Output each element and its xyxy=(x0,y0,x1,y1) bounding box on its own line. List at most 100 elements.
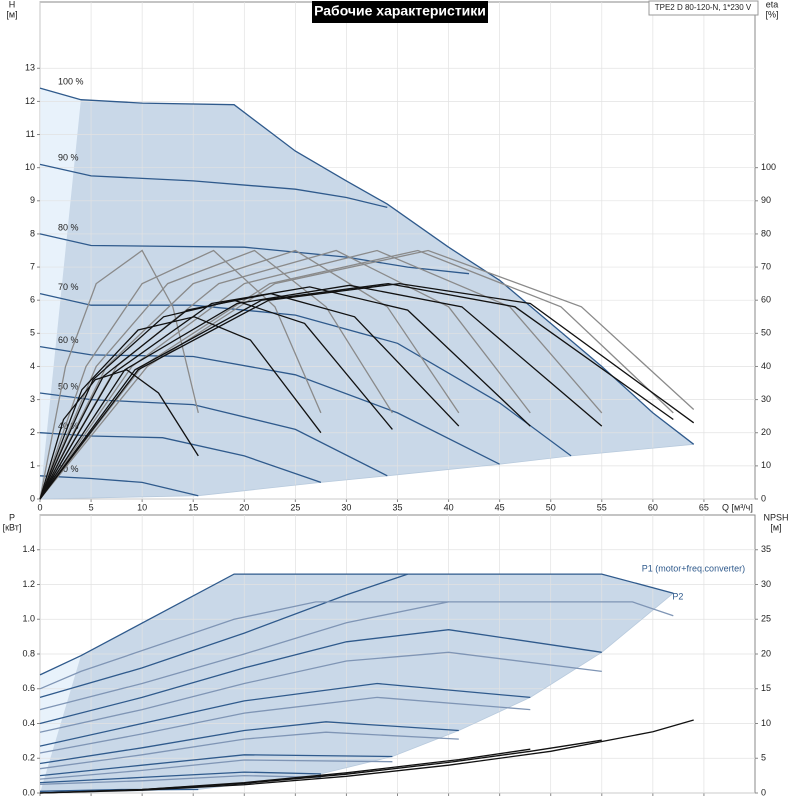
curve-label: 90 % xyxy=(58,153,79,163)
x-tick-label: 40 xyxy=(444,502,454,512)
curve-label: P2 xyxy=(672,591,683,601)
y-tick-label: 1.0 xyxy=(22,614,35,624)
y2-tick-label: 90 xyxy=(761,195,771,205)
curve xyxy=(39,719,694,794)
y-tick-label: 3 xyxy=(30,394,35,404)
y-tick-label: 8 xyxy=(30,228,35,238)
y-tick-label: 0.4 xyxy=(22,718,35,728)
y-tick-label: 0.2 xyxy=(22,753,35,763)
curve xyxy=(39,316,322,500)
y-tick-label: 13 xyxy=(25,63,35,73)
y-tick-label: 12 xyxy=(25,96,35,106)
curve xyxy=(39,163,388,209)
y2-tick-label: 80 xyxy=(761,228,771,238)
y-axis-label: H xyxy=(9,0,16,9)
curve xyxy=(39,249,603,500)
y2-tick-label: 35 xyxy=(761,544,771,554)
y-axis-unit: [кВт] xyxy=(3,522,22,532)
curve xyxy=(39,682,531,747)
curve xyxy=(39,721,459,765)
x-tick-label: 55 xyxy=(597,502,607,512)
plots: 0 5 10 15 20 25 30 35 40 45 50 55 60 6501234567891011… xyxy=(22,1,776,797)
y2-tick-label: 10 xyxy=(761,718,771,728)
x-tick-label: 45 xyxy=(495,502,505,512)
curve xyxy=(39,573,408,699)
x-tick-label: 35 xyxy=(392,502,402,512)
y2-tick-label: 0 xyxy=(761,787,766,797)
operating-range xyxy=(40,99,694,499)
x-tick-label: 15 xyxy=(188,502,198,512)
curve-label: 20 % xyxy=(58,464,79,474)
curve xyxy=(39,629,602,725)
curve xyxy=(39,282,695,500)
y2-tick-label: 50 xyxy=(761,328,771,338)
x-tick-label: 20 xyxy=(239,502,249,512)
y2-tick-label: 20 xyxy=(761,427,771,437)
curve xyxy=(39,249,460,500)
y2-axis-unit: [м] xyxy=(770,522,781,532)
y2-tick-label: 30 xyxy=(761,394,771,404)
curve xyxy=(39,696,531,754)
y2-tick-label: 20 xyxy=(761,648,771,658)
curve xyxy=(39,651,602,733)
y2-tick-label: 70 xyxy=(761,261,771,271)
y-axis-label: P xyxy=(9,512,15,522)
curve xyxy=(39,748,531,794)
curve xyxy=(39,249,393,500)
y-tick-label: 0 xyxy=(30,493,35,503)
x-tick-label: 65 xyxy=(699,502,709,512)
curve xyxy=(39,249,695,500)
y2-tick-label: 100 xyxy=(761,162,776,172)
x-tick-label: 0 xyxy=(37,502,42,512)
y2-tick-label: 60 xyxy=(761,295,771,305)
curve xyxy=(39,475,199,497)
curve xyxy=(39,573,674,676)
y2-axis-label: NPSH xyxy=(763,512,788,522)
curve xyxy=(39,345,500,465)
model-box xyxy=(648,0,759,16)
title-box xyxy=(312,1,488,23)
y2-tick-label: 15 xyxy=(761,683,771,693)
curve-label: 50 % xyxy=(58,381,79,391)
curve xyxy=(39,286,531,500)
curve-label: P1 (motor+freq.converter) xyxy=(642,563,745,573)
curve xyxy=(39,249,674,500)
curve xyxy=(39,432,322,484)
y-tick-label: 1.2 xyxy=(22,579,35,589)
x-tick-label: 10 xyxy=(137,502,147,512)
curve xyxy=(39,759,393,780)
curve xyxy=(39,87,695,445)
y2-tick-label: 25 xyxy=(761,614,771,624)
curve xyxy=(39,299,393,500)
curve xyxy=(39,249,199,500)
curve xyxy=(39,731,459,770)
x-axis-label: Q [м³/ч] xyxy=(722,502,753,512)
x-tick-label: 50 xyxy=(546,502,556,512)
curve xyxy=(39,392,388,477)
y-tick-label: 4 xyxy=(30,361,35,371)
curve-label: 70 % xyxy=(58,282,79,292)
curve xyxy=(39,292,572,457)
x-tick-label: 60 xyxy=(648,502,658,512)
y-tick-label: 0.8 xyxy=(22,648,35,658)
operating-range-edge xyxy=(39,592,674,794)
y-tick-label: 9 xyxy=(30,195,35,205)
y2-tick-label: 10 xyxy=(761,460,771,470)
curve xyxy=(39,369,199,500)
y2-tick-label: 40 xyxy=(761,361,771,371)
x-tick-label: 30 xyxy=(341,502,351,512)
y-tick-label: 5 xyxy=(30,328,35,338)
y-tick-label: 11 xyxy=(26,129,35,139)
y2-tick-label: 0 xyxy=(761,493,766,503)
curve xyxy=(39,282,674,500)
curve xyxy=(39,788,199,792)
curve xyxy=(39,284,603,500)
curve-label: 100 % xyxy=(58,77,84,87)
y-tick-label: 10 xyxy=(25,162,35,172)
curve xyxy=(39,754,393,777)
y-tick-label: 1 xyxy=(30,460,35,470)
y-tick-label: 2 xyxy=(30,427,35,437)
y2-tick-label: 30 xyxy=(761,579,771,589)
y-tick-label: 0.6 xyxy=(22,683,35,693)
